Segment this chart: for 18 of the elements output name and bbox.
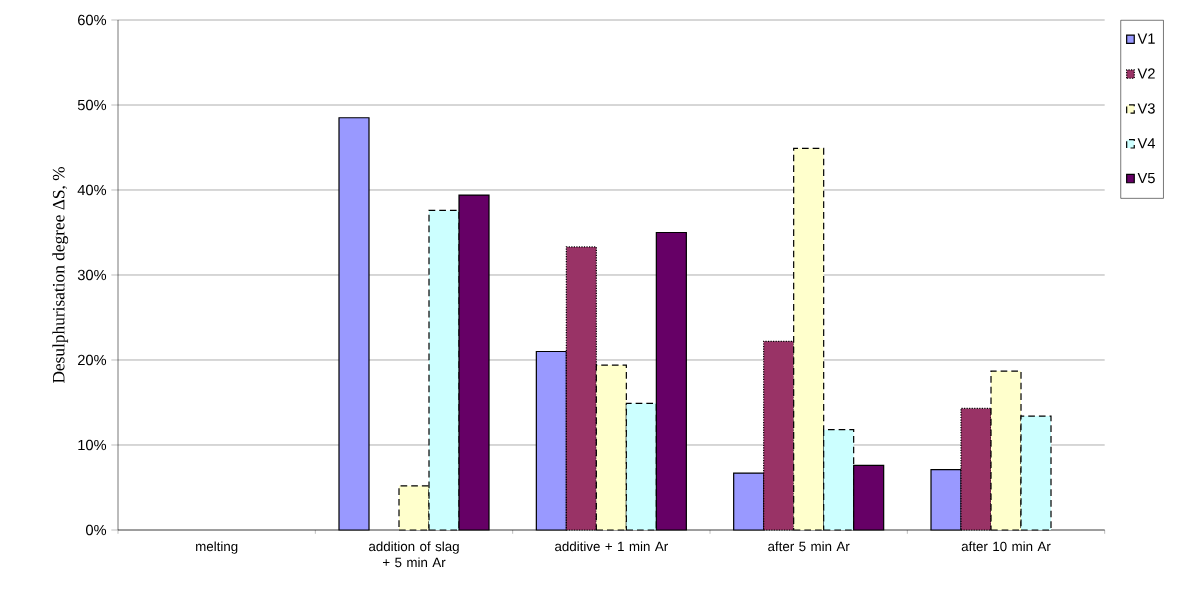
- x-tick-label: melting: [196, 541, 238, 554]
- x-tick-label: additive + 1 min Ar: [555, 541, 668, 552]
- x-tick-label: addition of slag + 5 min Ar: [368, 541, 459, 568]
- legend-label: V2: [1137, 68, 1155, 79]
- y-tick-label: 40%: [77, 184, 107, 196]
- y-tick-label: 50%: [77, 99, 107, 111]
- x-tick-label: after 10 min Ar: [961, 541, 1051, 552]
- y-tick-label: 60%: [78, 14, 107, 26]
- x-tick-label: after 5 min Ar: [768, 541, 850, 552]
- legend-label: V3: [1137, 103, 1155, 114]
- y-axis-title: Desulphurisation degree ΔS, %: [52, 167, 69, 384]
- y-tick-label: 20%: [78, 354, 107, 366]
- legend-label: V5: [1137, 172, 1155, 184]
- y-tick-label: 30%: [77, 269, 107, 281]
- legend-label: V1: [1137, 33, 1155, 44]
- y-tick-label: 10%: [78, 439, 107, 451]
- y-tick-label: 0%: [85, 524, 107, 536]
- legend-label: V4: [1137, 138, 1156, 149]
